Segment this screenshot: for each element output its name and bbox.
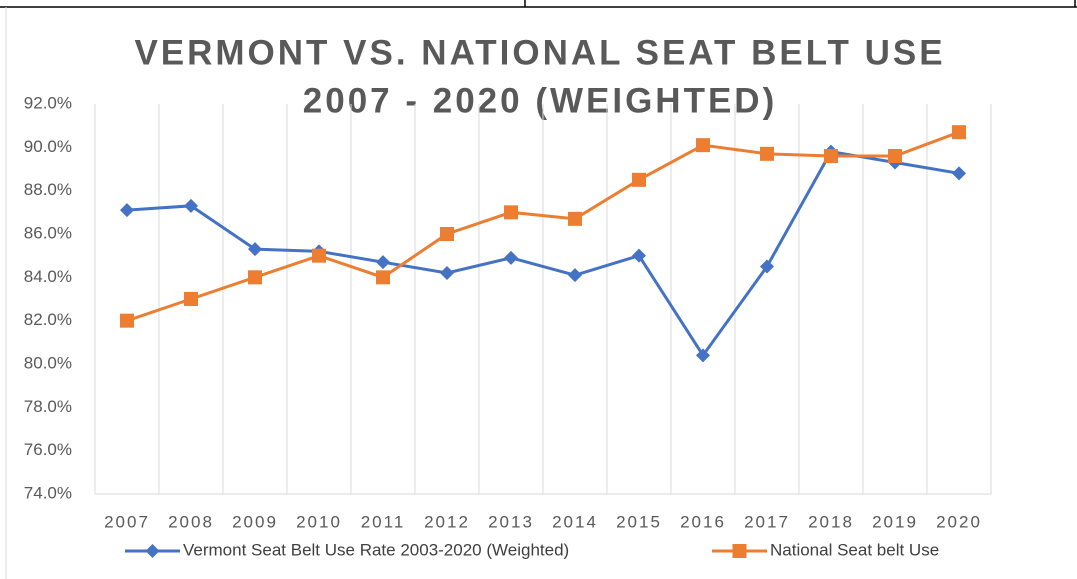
x-tick-label: 2013 (488, 512, 534, 531)
marker (632, 172, 646, 187)
y-tick-label: 86.0% (24, 223, 72, 242)
marker (184, 292, 198, 306)
y-tick-label: 82.0% (24, 310, 72, 329)
marker (696, 348, 710, 363)
legend-label: Vermont Seat Belt Use Rate 2003-2020 (We… (183, 540, 569, 559)
x-tick-label: 2019 (872, 512, 918, 531)
y-tick-label: 78.0% (24, 397, 72, 416)
marker (760, 146, 774, 161)
marker (568, 268, 582, 283)
y-tick-label: 76.0% (24, 440, 72, 459)
series-line (126, 130, 960, 323)
marker (376, 270, 390, 285)
marker (504, 250, 518, 265)
marker (120, 313, 134, 328)
marker (888, 149, 902, 163)
chart-title: 2007 - 2020 (WEIGHTED) (303, 81, 777, 120)
marker (824, 149, 838, 163)
chart-title: VERMONT VS. NATIONAL SEAT BELT USE (134, 33, 945, 72)
y-tick-label: 84.0% (24, 267, 72, 286)
x-tick-label: 2009 (232, 512, 278, 531)
marker (632, 248, 646, 263)
marker (440, 227, 454, 241)
x-tick-label: 2007 (104, 512, 150, 531)
x-tick-label: 2020 (936, 512, 982, 531)
marker (120, 203, 134, 218)
legend-marker (732, 544, 747, 558)
legend-marker (145, 544, 160, 558)
x-tick-label: 2016 (680, 512, 726, 531)
marker (312, 248, 326, 263)
x-tick-label: 2014 (552, 512, 598, 531)
marker (760, 259, 774, 274)
y-tick-label: 88.0% (24, 180, 72, 199)
marker (248, 270, 262, 285)
marker (248, 242, 262, 257)
marker (376, 255, 390, 270)
x-tick-label: 2015 (616, 512, 662, 531)
legend-label: National Seat belt Use (770, 540, 939, 559)
marker (952, 166, 966, 181)
x-tick-label: 2017 (744, 512, 790, 531)
marker (952, 125, 966, 140)
marker (184, 198, 198, 213)
x-tick-label: 2012 (424, 512, 470, 531)
marker (696, 138, 710, 153)
series-line (126, 150, 960, 358)
y-tick-label: 90.0% (24, 137, 72, 156)
y-tick-label: 74.0% (24, 483, 72, 502)
marker (440, 266, 454, 280)
x-tick-label: 2008 (168, 512, 214, 531)
marker (568, 211, 582, 226)
y-tick-label: 80.0% (24, 353, 72, 372)
x-tick-label: 2011 (361, 512, 406, 531)
x-tick-label: 2018 (808, 512, 854, 531)
marker (504, 205, 518, 220)
y-tick-label: 92.0% (24, 93, 72, 112)
x-tick-label: 2010 (296, 512, 342, 531)
